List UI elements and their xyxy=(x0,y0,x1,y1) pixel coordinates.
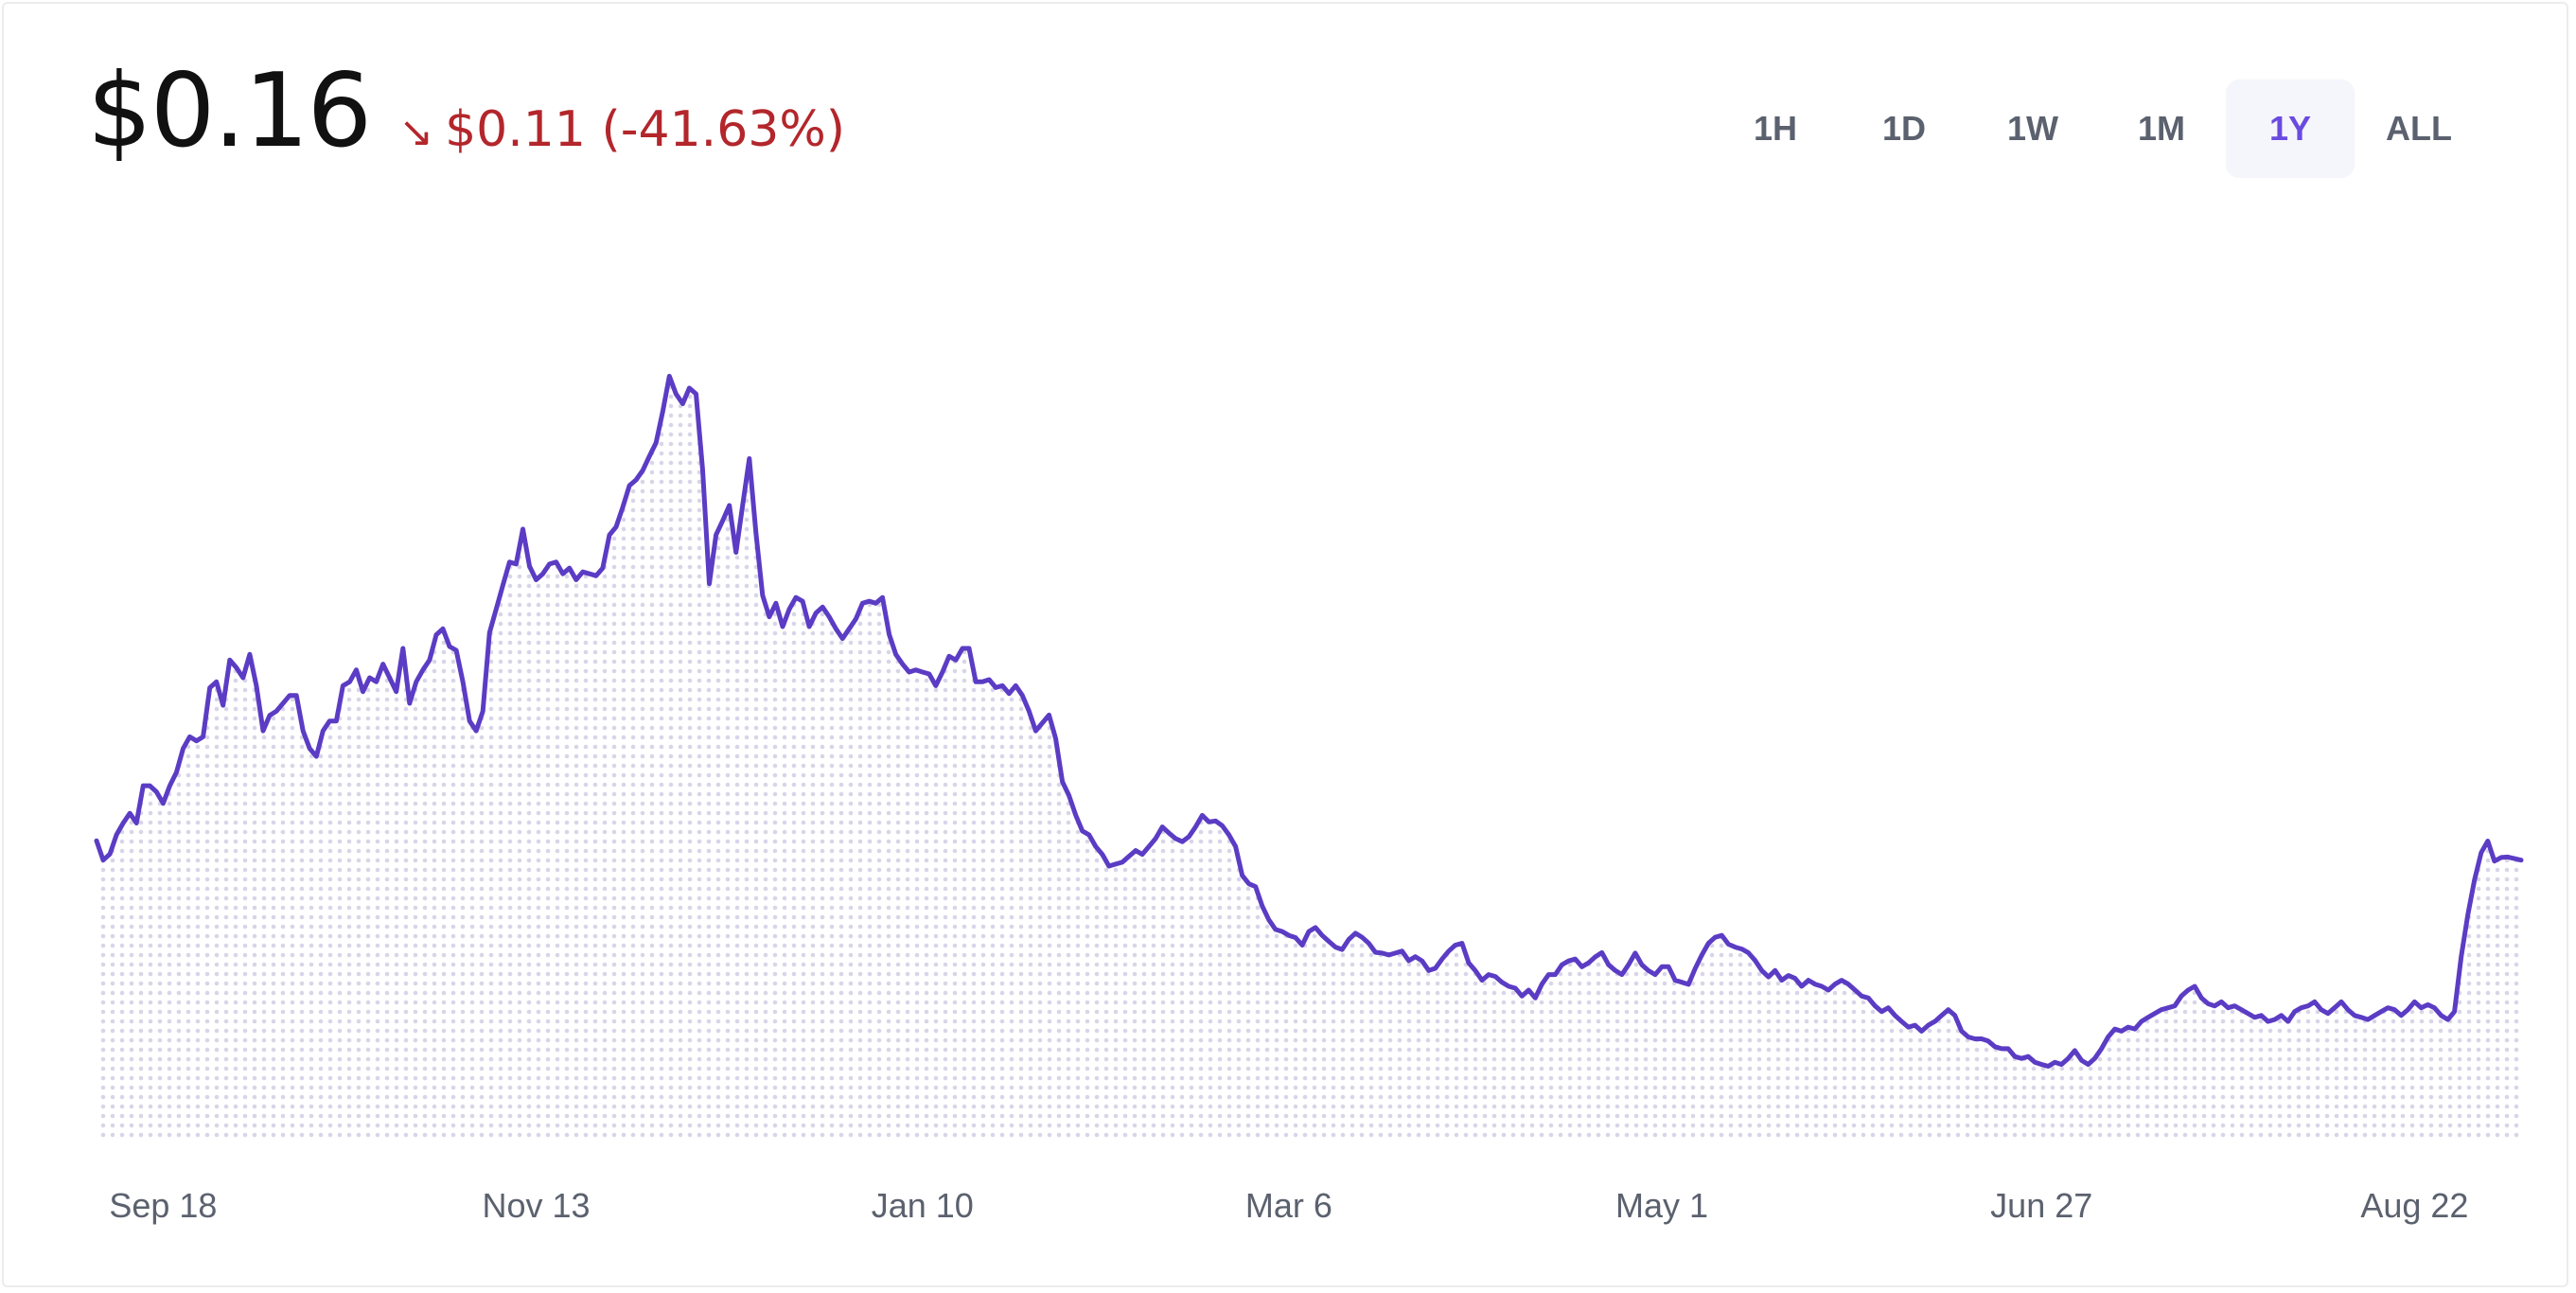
x-tick-label: Aug 22 xyxy=(2360,1186,2468,1225)
trend-down-arrow-icon: ↘ xyxy=(398,108,434,156)
price-change: ↘ $0.11 (-41.63%) xyxy=(398,101,845,158)
tab-1d[interactable]: 1D xyxy=(1881,109,1927,148)
tab-1h[interactable]: 1H xyxy=(1753,109,1798,148)
x-tick-label: Nov 13 xyxy=(482,1186,590,1225)
x-tick-label: Mar 6 xyxy=(1245,1186,1332,1225)
x-tick-label: Jan 10 xyxy=(872,1186,974,1225)
price-change-value: $0.11 (-41.63%) xyxy=(445,101,846,158)
chart-price-line xyxy=(94,373,2524,1069)
tab-all[interactable]: ALL xyxy=(2386,109,2452,148)
time-range-tabs: 1H 1D 1W 1M 1Y ALL xyxy=(1711,80,2483,178)
price-header: $0.16 ↘ $0.11 (-41.63%) xyxy=(87,61,845,163)
tab-1y[interactable]: 1Y xyxy=(2226,80,2355,178)
price-line-chart: Sep 18 Nov 13 Jan 10 Mar 6 May 1 Jun 27 Aug 22 xyxy=(94,373,2524,1225)
x-tick-label: May 1 xyxy=(1615,1186,1708,1225)
tab-1w[interactable]: 1W xyxy=(2007,109,2058,148)
x-tick-label: Sep 18 xyxy=(109,1186,217,1225)
chart-area-fill xyxy=(97,376,2521,1138)
x-tick-label: Jun 27 xyxy=(1990,1186,2092,1225)
current-price: $0.16 xyxy=(87,52,372,170)
x-axis-tick-labels: Sep 18 Nov 13 Jan 10 Mar 6 May 1 Jun 27 Aug 22 xyxy=(109,1186,2468,1225)
tab-1m[interactable]: 1M xyxy=(2137,109,2185,148)
